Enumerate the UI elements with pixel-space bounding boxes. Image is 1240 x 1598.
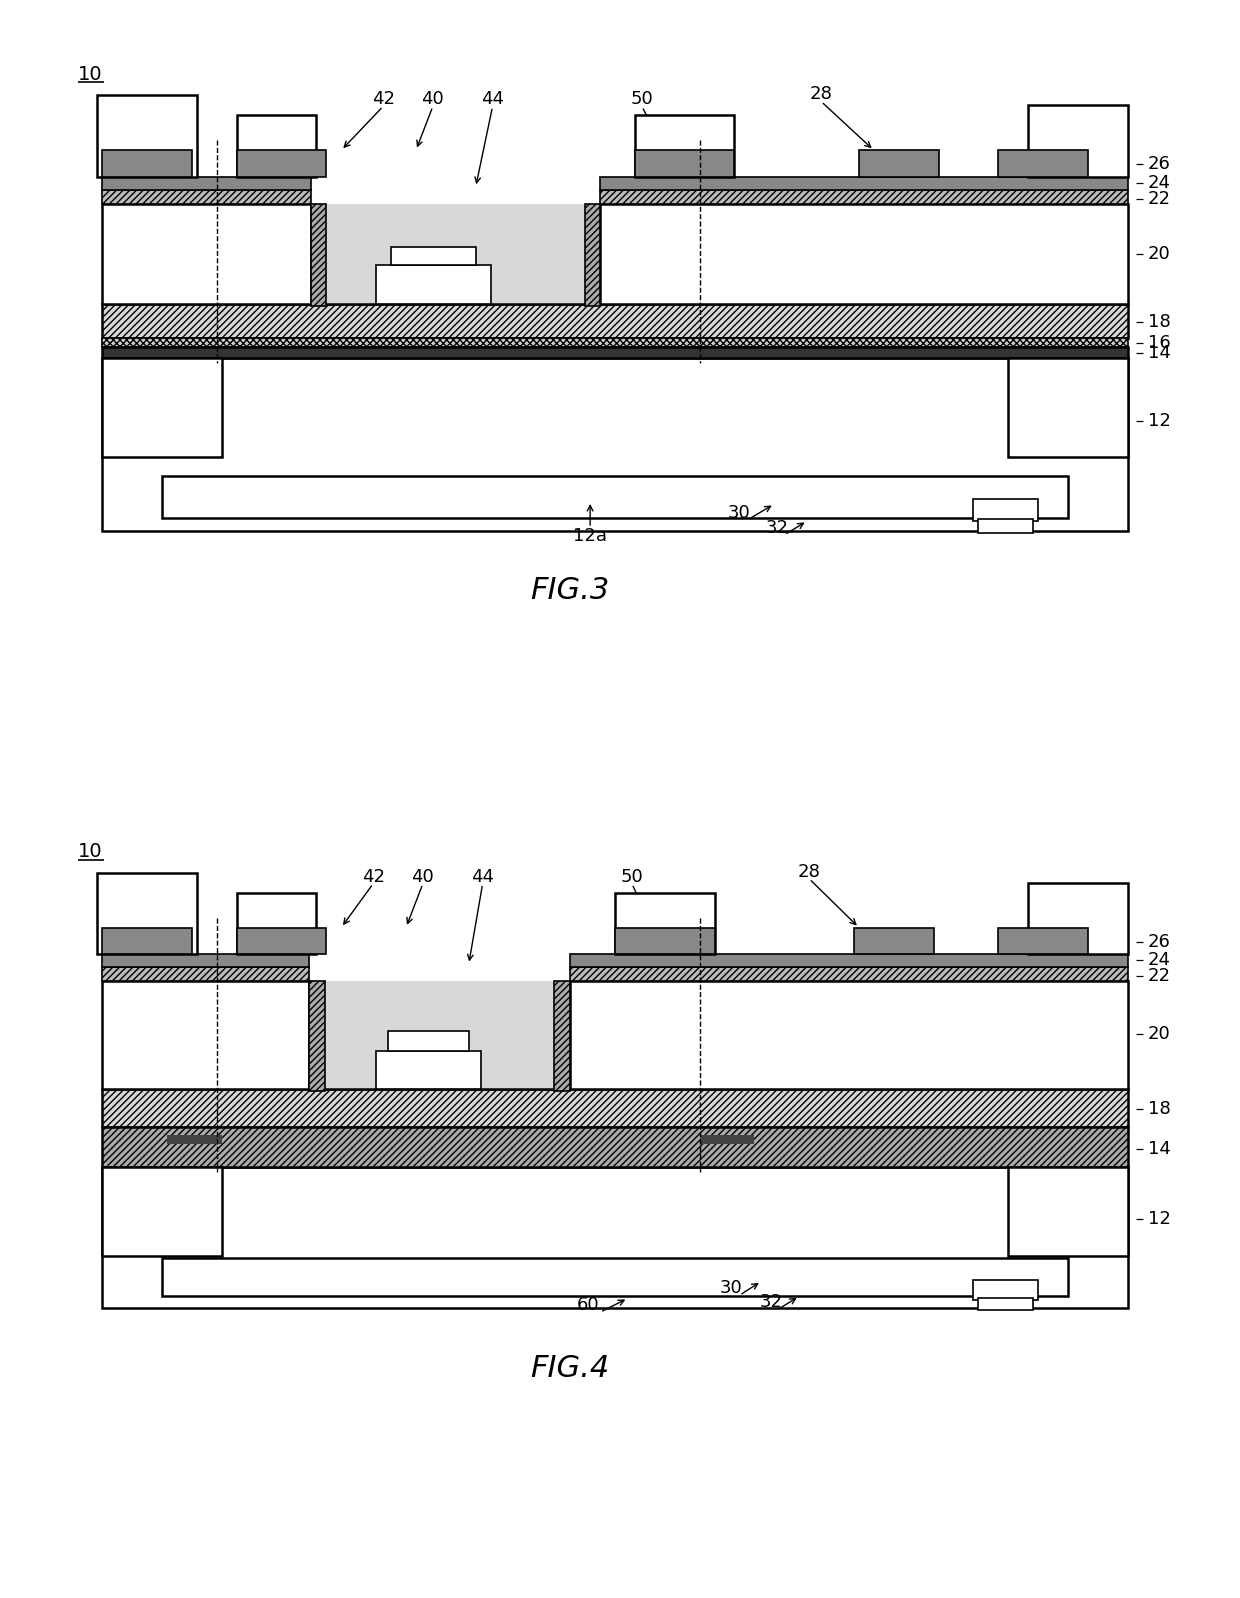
Text: 26: 26 <box>1148 155 1171 173</box>
Bar <box>570 954 1127 967</box>
Text: 20: 20 <box>1148 1026 1171 1043</box>
Bar <box>570 981 1127 1088</box>
Text: 32: 32 <box>766 519 789 537</box>
Text: 26: 26 <box>1148 933 1171 951</box>
Bar <box>388 1031 469 1051</box>
Bar <box>237 150 326 177</box>
Bar <box>162 476 1068 518</box>
Bar <box>1008 1167 1127 1256</box>
Text: 42: 42 <box>362 868 384 885</box>
Text: 28: 28 <box>810 85 832 104</box>
Bar <box>859 150 939 177</box>
Text: FIG.3: FIG.3 <box>531 577 610 606</box>
Bar <box>635 115 734 177</box>
Text: 40: 40 <box>422 91 444 109</box>
Bar <box>600 205 1127 304</box>
Text: 44: 44 <box>481 91 505 109</box>
Bar <box>103 927 192 954</box>
Bar <box>237 115 316 177</box>
Text: 32: 32 <box>760 1293 782 1312</box>
Bar <box>103 205 311 304</box>
Bar <box>103 190 311 205</box>
Text: 28: 28 <box>797 863 821 880</box>
Bar <box>973 499 1038 521</box>
Bar <box>978 519 1033 532</box>
Bar <box>570 967 1127 981</box>
Bar <box>600 190 1127 205</box>
Text: 60: 60 <box>577 1296 599 1314</box>
Bar <box>311 205 326 305</box>
Text: 22: 22 <box>1148 967 1171 986</box>
Bar <box>615 927 714 954</box>
Bar <box>326 205 585 304</box>
Bar <box>310 981 325 1091</box>
Bar <box>103 150 192 177</box>
Bar <box>103 347 1127 358</box>
Bar <box>237 893 316 954</box>
Bar <box>162 1258 1068 1296</box>
Text: 22: 22 <box>1148 190 1171 208</box>
Bar <box>103 1167 222 1256</box>
Bar <box>998 927 1087 954</box>
Text: 24: 24 <box>1148 174 1171 192</box>
Bar <box>998 150 1087 177</box>
Text: 42: 42 <box>372 91 394 109</box>
Text: 24: 24 <box>1148 951 1171 970</box>
Text: 10: 10 <box>78 842 103 861</box>
Bar <box>103 967 310 981</box>
Bar <box>973 1280 1038 1301</box>
Bar <box>585 205 600 305</box>
Text: 30: 30 <box>720 1280 743 1298</box>
Bar <box>699 1135 754 1144</box>
Bar <box>103 304 1127 337</box>
Text: 30: 30 <box>728 503 751 523</box>
Bar <box>391 248 476 265</box>
Bar <box>103 981 310 1088</box>
Bar <box>103 358 1127 531</box>
Text: 18: 18 <box>1148 1099 1171 1119</box>
Bar <box>854 927 934 954</box>
Text: 12a: 12a <box>573 527 608 545</box>
Bar <box>103 1127 1127 1167</box>
Bar <box>98 873 197 954</box>
Bar <box>615 893 714 954</box>
Text: 14: 14 <box>1148 1139 1171 1159</box>
Bar <box>554 981 570 1091</box>
Text: 50: 50 <box>630 91 653 109</box>
Text: 50: 50 <box>620 868 644 885</box>
Text: 40: 40 <box>412 868 434 885</box>
Text: 14: 14 <box>1148 344 1171 361</box>
Bar <box>600 177 1127 190</box>
Bar <box>376 1051 481 1088</box>
Bar <box>376 265 491 304</box>
Bar <box>103 177 311 190</box>
Bar <box>237 927 326 954</box>
Text: 16: 16 <box>1148 334 1171 352</box>
Bar <box>103 337 1127 347</box>
Bar <box>103 358 222 457</box>
Bar <box>978 1298 1033 1310</box>
Text: 20: 20 <box>1148 244 1171 264</box>
Text: 18: 18 <box>1148 313 1171 331</box>
Text: 44: 44 <box>471 868 494 885</box>
Bar <box>1028 105 1127 177</box>
Text: FIG.4: FIG.4 <box>531 1354 610 1382</box>
Bar <box>98 96 197 177</box>
Text: 10: 10 <box>78 66 103 85</box>
Bar <box>103 1167 1127 1309</box>
Text: 12: 12 <box>1148 412 1171 430</box>
Bar <box>103 954 310 967</box>
Bar <box>325 981 554 1088</box>
Bar <box>1008 358 1127 457</box>
Bar <box>167 1135 222 1144</box>
Bar <box>635 150 734 177</box>
Bar <box>1028 882 1127 954</box>
Bar <box>103 1088 1127 1127</box>
Text: 12: 12 <box>1148 1210 1171 1227</box>
